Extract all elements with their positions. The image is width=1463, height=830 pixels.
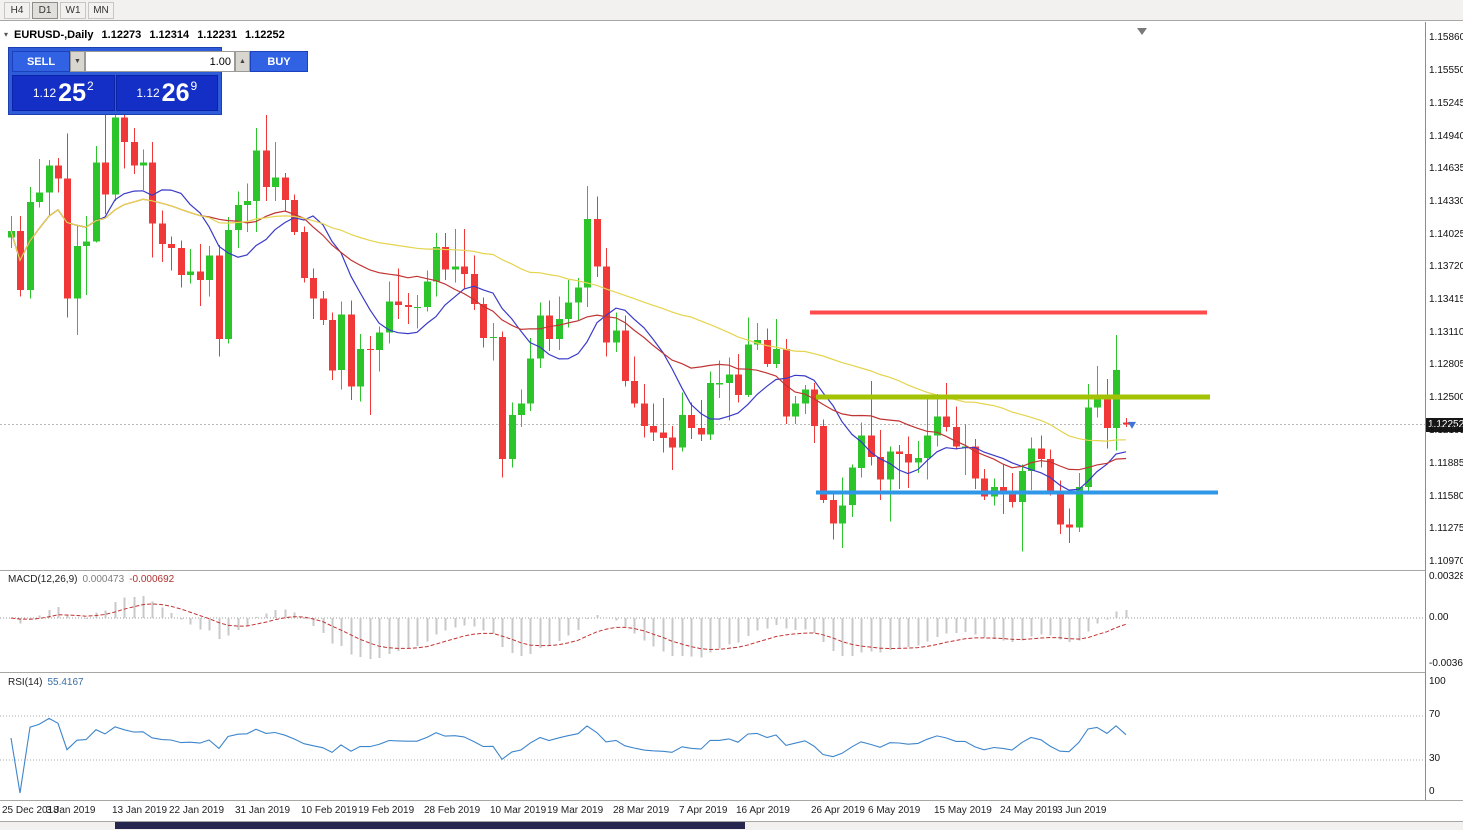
macd-chart[interactable] <box>0 571 1425 672</box>
macd-label: MACD(12,26,9) 0.000473 -0.000692 <box>8 574 174 585</box>
timeframe-button-d1[interactable]: D1 <box>32 1 58 19</box>
time-axis-label: 6 May 2019 <box>868 805 921 816</box>
time-axis-label: 3 Jan 2019 <box>46 805 96 816</box>
price-axis-label: 1.11885 <box>1429 458 1463 469</box>
price-chart-panel[interactable] <box>0 22 1425 570</box>
macd-name: MACD(12,26,9) <box>8 574 78 585</box>
buy-price-prefix: 1.12 <box>136 86 160 100</box>
time-axis-label: 24 May 2019 <box>1000 805 1058 816</box>
trade-arrow-icon <box>1128 421 1136 429</box>
ma-fast-line <box>10 189 1127 491</box>
time-axis-label: 19 Mar 2019 <box>547 805 604 816</box>
volume-input[interactable] <box>85 51 235 72</box>
buy-price-sup: 9 <box>190 79 198 93</box>
volume-decrease-button[interactable]: ▼ <box>70 51 85 72</box>
chart-high-value: 1.12314 <box>149 29 190 41</box>
price-axis[interactable]: 1.12252 1.15860 1.15550 1.15245 1.14940 1.14… <box>1425 22 1463 800</box>
timeframe-button-h4[interactable]: H4 <box>4 1 30 19</box>
macd-axis-label: 0.003287 <box>1429 571 1463 582</box>
rsi-axis-label: 70 <box>1429 709 1441 720</box>
time-axis-label: 3 Jun 2019 <box>1057 805 1107 816</box>
macd-main-value: 0.000473 <box>82 574 125 585</box>
one-click-trading-panel: SELL ▼ ▲ BUY 1.12 25 2 1.12 26 9 <box>8 47 308 115</box>
time-axis-label: 13 Jan 2019 <box>112 805 168 816</box>
sell-price-display[interactable]: 1.12 25 2 <box>12 75 115 111</box>
time-axis-label: 19 Feb 2019 <box>358 805 415 816</box>
timeframe-button-w1[interactable]: W1 <box>60 1 86 19</box>
time-axis-label: 16 Apr 2019 <box>736 805 790 816</box>
macd-signal-line <box>10 603 1127 651</box>
rsi-label: RSI(14) 55.4167 <box>8 677 84 688</box>
current-price-badge: 1.12252 <box>1426 418 1463 432</box>
chart-symbol-label: EURUSD-,Daily <box>14 29 94 41</box>
price-axis-label: 1.14330 <box>1429 196 1463 207</box>
timeframe-button-mn[interactable]: MN <box>88 1 114 19</box>
sell-price-big: 25 <box>58 78 86 107</box>
chart-shift-marker-icon[interactable] <box>1137 28 1147 35</box>
chart-low-value: 1.12231 <box>197 29 237 41</box>
price-axis-label: 1.15245 <box>1429 98 1463 109</box>
timeframe-toolbar: H4 D1 W1 MN <box>0 0 1463 21</box>
macd-axis-label: 0.00 <box>1429 612 1449 623</box>
rsi-axis-label: 30 <box>1429 753 1441 764</box>
macd-histogram <box>19 596 1128 659</box>
rsi-axis-label: 0 <box>1429 786 1435 797</box>
price-axis-label: 1.11580 <box>1429 491 1463 502</box>
time-axis-label: 7 Apr 2019 <box>679 805 728 816</box>
candlestick-chart[interactable] <box>0 22 1425 570</box>
macd-panel[interactable] <box>0 571 1425 672</box>
horizontal-scrollbar-thumb[interactable] <box>115 822 745 829</box>
panel-divider <box>0 672 1463 673</box>
sell-price-sup: 2 <box>86 79 94 93</box>
rsi-panel[interactable] <box>0 673 1425 800</box>
price-axis-label: 1.12805 <box>1429 359 1463 370</box>
time-axis-label: 31 Jan 2019 <box>235 805 291 816</box>
price-axis-label: 1.13415 <box>1429 294 1463 305</box>
sell-price-prefix: 1.12 <box>32 86 57 100</box>
buy-price-display[interactable]: 1.12 26 9 <box>115 75 218 111</box>
price-axis-label: 1.13720 <box>1429 261 1463 272</box>
time-axis-label: 26 Apr 2019 <box>811 805 865 816</box>
chart-title: EURUSD-,Daily 1.12273 1.12314 1.12231 1.… <box>14 29 290 41</box>
price-axis-label: 1.12500 <box>1429 392 1463 403</box>
candlestick-series <box>8 98 1130 552</box>
price-axis-label: 1.15550 <box>1429 65 1463 76</box>
time-axis-label: 10 Mar 2019 <box>490 805 547 816</box>
rsi-axis-label: 100 <box>1429 676 1446 687</box>
time-axis-label: 25 Dec 2018 <box>2 805 59 816</box>
macd-signal-value: -0.000692 <box>129 574 175 585</box>
rsi-value: 55.4167 <box>47 677 84 688</box>
price-axis-label: 1.14025 <box>1429 229 1463 240</box>
price-axis-label: 1.10970 <box>1429 556 1463 567</box>
volume-increase-button[interactable]: ▲ <box>235 51 250 72</box>
rsi-chart[interactable] <box>0 673 1425 800</box>
panel-divider <box>0 821 1463 822</box>
price-axis-label: 1.11275 <box>1429 523 1463 534</box>
price-axis-label: 1.15860 <box>1429 32 1463 43</box>
time-axis-label: 22 Jan 2019 <box>169 805 225 816</box>
collapse-trade-panel-icon[interactable]: ▾ <box>4 30 9 39</box>
panel-divider <box>0 800 1463 801</box>
rsi-name: RSI(14) <box>8 677 43 688</box>
chart-close-value: 1.12252 <box>245 29 285 41</box>
buy-price-big: 26 <box>161 78 190 107</box>
price-axis-label: 1.14635 <box>1429 163 1463 174</box>
buy-button[interactable]: BUY <box>250 51 308 72</box>
macd-axis-label: -0.003659 <box>1429 658 1463 669</box>
price-axis-label: 1.13110 <box>1429 327 1463 338</box>
chart-open-value: 1.12273 <box>101 29 142 41</box>
time-axis-label: 28 Feb 2019 <box>424 805 481 816</box>
horizontal-scrollbar-track[interactable] <box>0 822 1463 830</box>
time-axis[interactable]: 25 Dec 2018 3 Jan 2019 13 Jan 2019 22 Jan 2… <box>0 801 1463 821</box>
rsi-line <box>10 717 1127 794</box>
panel-divider <box>0 570 1463 571</box>
price-axis-label: 1.12195 <box>1429 425 1463 436</box>
sell-button[interactable]: SELL <box>12 51 70 72</box>
time-axis-label: 10 Feb 2019 <box>301 805 358 816</box>
time-axis-label: 15 May 2019 <box>934 805 992 816</box>
price-axis-label: 1.14940 <box>1429 131 1463 142</box>
time-axis-label: 28 Mar 2019 <box>613 805 670 816</box>
